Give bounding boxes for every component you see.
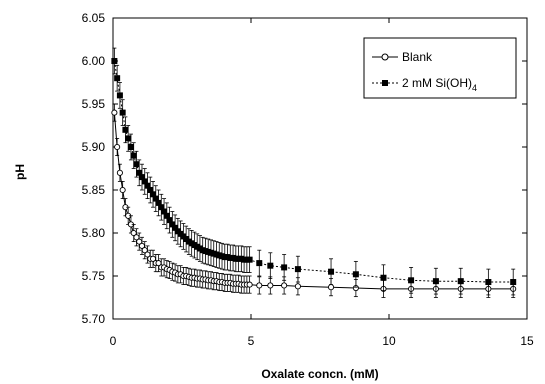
series-layer xyxy=(111,47,517,298)
data-point xyxy=(152,195,159,202)
data-point xyxy=(119,109,126,116)
y-tick-label: 5.85 xyxy=(82,183,106,197)
data-point xyxy=(144,182,151,189)
y-tick-label: 6.05 xyxy=(82,11,106,25)
x-tick-label: 10 xyxy=(382,334,396,348)
legend-blank-marker xyxy=(381,53,389,61)
data-point xyxy=(457,278,464,285)
legend-box xyxy=(363,37,517,99)
legend-blank-label: Blank xyxy=(402,50,433,64)
data-point xyxy=(172,224,179,231)
y-tick-label: 5.95 xyxy=(82,97,106,111)
x-tick-label: 0 xyxy=(110,334,117,348)
data-point xyxy=(111,58,118,64)
data-point xyxy=(294,266,301,273)
data-point xyxy=(116,169,123,176)
data-point xyxy=(111,109,118,116)
series-blank xyxy=(111,103,517,298)
data-point xyxy=(130,152,137,159)
data-point xyxy=(114,75,121,82)
data-point xyxy=(281,282,288,289)
data-point xyxy=(125,135,132,142)
data-point xyxy=(163,212,170,219)
data-point xyxy=(281,264,288,271)
data-point xyxy=(327,284,335,291)
plot-frame xyxy=(112,17,528,320)
data-point xyxy=(122,126,129,133)
data-point xyxy=(150,191,157,198)
legend: Blank 2 mM Si(OH)4 xyxy=(363,37,517,99)
data-point xyxy=(246,281,253,288)
data-point xyxy=(155,199,162,206)
data-point xyxy=(169,221,176,228)
data-point xyxy=(161,208,168,215)
data-point xyxy=(147,187,154,193)
data-point xyxy=(114,143,121,151)
data-point xyxy=(119,186,126,194)
data-point xyxy=(246,256,253,263)
y-tick-label: 5.70 xyxy=(82,312,106,326)
y-tick-label: 5.75 xyxy=(82,269,106,283)
y-tick-label: 5.90 xyxy=(82,140,106,154)
data-point xyxy=(136,169,143,176)
series-silicic xyxy=(111,47,517,296)
data-point xyxy=(133,161,140,168)
legend-si-label-sub: 4 xyxy=(472,83,477,93)
data-point xyxy=(256,260,263,267)
legend-si-label: 2 mM Si(OH)4 xyxy=(402,76,477,93)
data-point xyxy=(380,274,387,281)
y-tick-label: 5.80 xyxy=(82,226,106,240)
data-point xyxy=(328,268,335,275)
legend-si-marker xyxy=(382,80,388,86)
y-tick-label: 6.00 xyxy=(82,54,106,68)
data-point xyxy=(127,144,134,150)
data-point xyxy=(294,283,301,290)
x-axis-title: Oxalate concn. (mM) xyxy=(261,367,378,381)
series-line xyxy=(113,112,514,290)
data-point xyxy=(116,92,123,99)
data-point xyxy=(141,178,148,185)
data-point xyxy=(158,204,165,211)
data-point xyxy=(267,262,274,269)
data-point xyxy=(352,271,359,278)
legend-si-label-main: 2 mM Si(OH) xyxy=(402,76,472,90)
x-tick-label: 15 xyxy=(520,334,534,348)
data-point xyxy=(256,282,263,289)
data-point xyxy=(432,278,439,285)
x-tick-label: 5 xyxy=(248,334,255,348)
axis-ticks: 0 5 10 15 5.70 5.75 5.80 5.85 5.90 5.95 6.00 6.05 xyxy=(82,11,534,348)
data-point xyxy=(166,217,173,224)
data-point xyxy=(510,279,517,286)
data-point xyxy=(485,279,492,286)
data-point xyxy=(408,277,415,284)
data-point xyxy=(267,282,274,289)
data-point xyxy=(138,174,145,181)
y-axis-title: pH xyxy=(13,164,27,180)
